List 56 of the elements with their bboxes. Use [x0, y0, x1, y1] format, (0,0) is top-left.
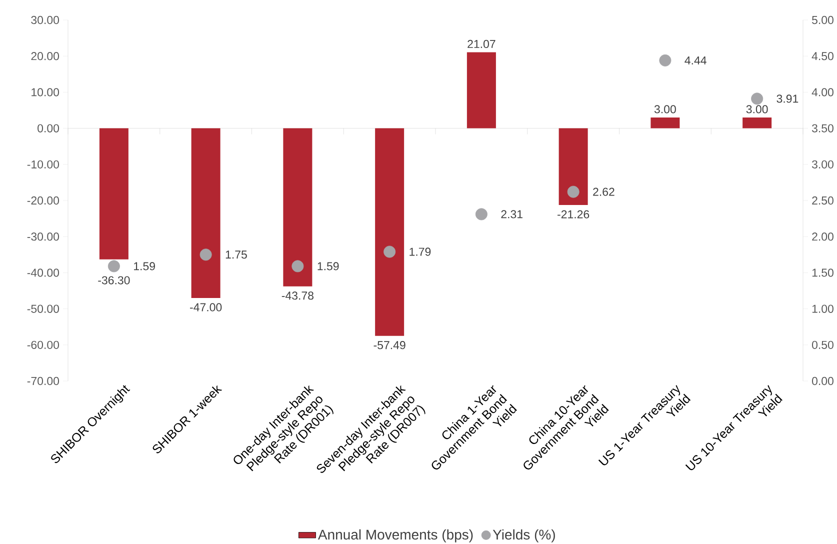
y-tick-label: -10.00	[27, 160, 60, 168]
data-label: 2.62	[593, 188, 614, 196]
y2-tick-label: 3.50	[812, 124, 834, 132]
y2-tick-label: 0.50	[812, 340, 834, 349]
bar	[466, 52, 496, 128]
y-tick-label: 0.00	[38, 124, 60, 132]
data-label: 1.75	[226, 250, 247, 259]
bar	[650, 117, 680, 128]
point	[659, 54, 672, 66]
y-tick-label: 20.00	[31, 52, 60, 60]
point	[751, 92, 764, 105]
legend-label: Yields (%)	[492, 529, 555, 542]
y2-tick-label: 2.00	[812, 232, 834, 241]
point	[292, 260, 304, 272]
data-label: 4.44	[684, 56, 706, 64]
data-label: -57.49	[374, 341, 406, 350]
bar	[375, 128, 404, 336]
data-label: 1.79	[410, 248, 431, 256]
y2-tick-label: 1.50	[812, 268, 834, 277]
data-label: 2.31	[501, 210, 522, 218]
y2-tick-label: 1.00	[812, 304, 834, 313]
data-label: 3.00	[654, 105, 676, 114]
data-label: -21.26	[558, 210, 590, 218]
y2-tick-label: 4.00	[812, 88, 834, 96]
data-label: 3.00	[746, 105, 768, 114]
point	[108, 260, 120, 272]
y2-tick-label: 2.50	[812, 196, 834, 205]
data-label: 21.07	[468, 40, 496, 48]
y-tick-label: -70.00	[27, 376, 60, 386]
y2-tick-label: 4.50	[812, 52, 834, 60]
data-label: 1.59	[134, 262, 155, 270]
point	[200, 248, 212, 261]
bar	[742, 117, 772, 128]
data-label: 3.91	[776, 94, 798, 103]
data-label: -47.00	[190, 303, 222, 312]
y-tick-label: 30.00	[31, 16, 60, 24]
y-tick-label: -50.00	[27, 304, 60, 313]
bar	[558, 128, 588, 206]
y-tick-label: -60.00	[27, 340, 60, 349]
point	[567, 186, 580, 198]
y-tick-label: -40.00	[27, 268, 60, 277]
y2-tick-label: 3.00	[812, 160, 834, 168]
bar	[99, 128, 128, 260]
bar	[191, 128, 220, 298]
y-tick-label: -30.00	[27, 232, 60, 241]
bar	[283, 128, 312, 286]
point	[475, 208, 488, 220]
y-tick-label: 10.00	[32, 88, 60, 96]
data-label: 1.59	[318, 262, 339, 270]
point	[384, 246, 396, 258]
y-tick-label: -20.00	[27, 196, 60, 205]
data-label: -43.78	[282, 292, 314, 300]
y2-tick-label: 5.00	[812, 16, 834, 24]
data-label: -36.30	[98, 276, 130, 284]
legend-label: Annual Movements (bps)	[318, 529, 473, 542]
y2-tick-label: 0.00	[812, 376, 834, 386]
